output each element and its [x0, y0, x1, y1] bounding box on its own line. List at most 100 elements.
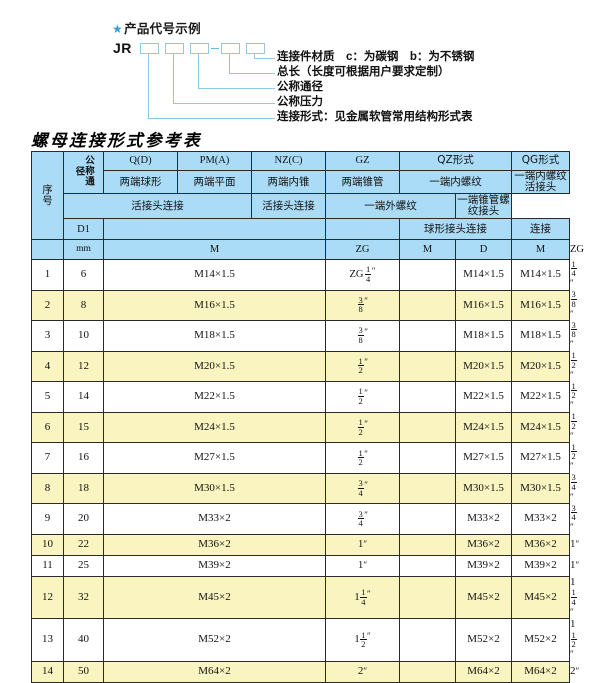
- cell-qg-m: M30×1.5: [511, 472, 570, 505]
- cell-dn: 10: [63, 320, 104, 352]
- cell-qz-m: [399, 381, 456, 413]
- cell-m: M64×2: [103, 660, 326, 683]
- header-row4-gz: [325, 218, 400, 241]
- cell-dn: 16: [63, 442, 104, 474]
- header-unit-qz-d: D: [455, 239, 512, 261]
- cell-m: M18×1.5: [103, 320, 326, 352]
- cell-qz-m: [399, 503, 456, 535]
- cell-qz-m: [399, 472, 456, 505]
- header-d1: D1: [63, 218, 104, 241]
- star-icon: ★: [112, 22, 124, 36]
- product-code-diagram: ★产品代号示例 JR 连接件材质 c：为碳钢 b：为不锈钢 总长（长度可根据用户…: [0, 0, 600, 132]
- cell-m: M33×2: [103, 503, 326, 535]
- cell-m: M52×2: [103, 618, 326, 662]
- cell-dn: 50: [63, 660, 104, 683]
- cell-qz-m: [399, 289, 456, 322]
- cell-qz-d: M22×1.5: [455, 381, 512, 413]
- table-row: 2 8 M16×1.5 3 8 ″ M16×1.5 M16×1.5 3 8 ″: [31, 289, 577, 322]
- leader-label-4: 公称压力: [277, 96, 323, 108]
- cell-m: M30×1.5: [103, 472, 326, 505]
- leader-label-3: 公称通径: [277, 81, 323, 93]
- cell-seq: 1: [31, 259, 64, 291]
- header-row-units: mm M ZG M D M ZG: [31, 239, 584, 261]
- header-seq: 序号: [31, 150, 64, 241]
- leader-label-5: 连接形式：见金属软管常用结构形式表: [277, 111, 473, 123]
- cell-qz-d: M16×1.5: [455, 289, 512, 322]
- cell-dn: 8: [63, 289, 104, 322]
- cell-qz-d: M64×2: [455, 660, 512, 683]
- cell-seq: 3: [31, 320, 64, 352]
- table-row: 7 16 M27×1.5 1 2 ″ M27×1.5 M27×1.5 1 2 ″: [31, 442, 577, 474]
- header-row-three: 活接头连接 活接头连接 一端外螺纹 一端锥管螺纹接头: [32, 193, 570, 220]
- cell-qg-m: M14×1.5: [511, 259, 570, 291]
- leader-line-4-vertical: [173, 54, 175, 104]
- header-desc-qg: 一端内螺纹活接头: [511, 169, 570, 195]
- cell-qz-d: M27×1.5: [455, 442, 512, 474]
- spec-table-container: 序号 公称通径 Q(D) PM(A) NZ(C) GZ QZ形式 QG形式 两端…: [31, 150, 584, 683]
- cell-gz-zg: 1 2 ″: [325, 442, 400, 474]
- header-row-four: D1 球形接头连接 连接: [32, 218, 570, 241]
- table-row: 5 14 M22×1.5 1 2 ″ M22×1.5 M22×1.5 1 2 ″: [31, 381, 577, 413]
- cell-gz-zg: 1 1 2 ″: [325, 618, 400, 662]
- leader-line-1-vertical: [254, 54, 256, 59]
- header-dn: 公称通径: [63, 150, 104, 195]
- cell-gz-zg: 1 1 4 ″: [325, 575, 400, 620]
- header-seq-line1: 序: [42, 183, 53, 196]
- cell-gz-zg: 3 8 ″: [325, 289, 400, 322]
- cell-qg-m: M33×2: [511, 503, 570, 535]
- leader-line-5-horizontal: [148, 118, 275, 120]
- header-dn-label: 公称通径: [73, 155, 95, 187]
- cell-qg-m: M22×1.5: [511, 381, 570, 413]
- table-row: 11 25 M39×2 1″ M39×2 M39×2 1″: [31, 554, 579, 577]
- header-row3-qz: 一端外螺纹: [325, 193, 456, 220]
- table-row: 9 20 M33×2 3 4 ″ M33×2 M33×2 3 4 ″: [31, 503, 577, 535]
- header-row4-qg: 连接: [511, 218, 570, 241]
- leader-line-3-horizontal: [198, 88, 275, 90]
- cell-dn: 40: [63, 618, 104, 662]
- header-row3-qpmnz: 活接头连接: [63, 193, 252, 220]
- cell-seq: 6: [31, 411, 64, 444]
- header-unit-gz: ZG: [325, 239, 400, 261]
- code-diagram-title: ★产品代号示例: [112, 18, 201, 37]
- table-row: 3 10 M18×1.5 3 8 ″ M18×1.5 M18×1.5 3 8 ″: [31, 320, 577, 352]
- cell-gz-zg: 3 8 ″: [325, 320, 400, 352]
- cell-qg-m: M64×2: [511, 660, 570, 683]
- table-row: 1 6 M14×1.5 ZG 1 4 ″ M14×1.5 M14×1.5 1 4 ″: [31, 259, 577, 291]
- cell-qg-m: M20×1.5: [511, 350, 570, 383]
- cell-qz-m: [399, 533, 456, 556]
- cell-qg-m: M39×2: [511, 554, 570, 577]
- header-row3-gz: 活接头连接: [251, 193, 326, 220]
- cell-seq: 8: [31, 472, 64, 505]
- cell-qg-m: M18×1.5: [511, 320, 570, 352]
- table-row: 14 50 M64×2 2″ M64×2 M64×2 2″: [31, 660, 579, 683]
- leader-line-1-horizontal: [254, 58, 275, 60]
- header-group-qz: QZ形式: [399, 151, 512, 171]
- cell-dn: 32: [63, 575, 104, 620]
- header-unit-qz-m: M: [399, 239, 456, 261]
- cell-seq: 5: [31, 381, 64, 413]
- cell-qz-m: [399, 575, 456, 620]
- header-row3-qg: 一端锥管螺纹接头: [455, 193, 512, 220]
- header-group-pma: PM(A): [177, 151, 252, 171]
- header-group-gz: GZ: [325, 151, 400, 171]
- cell-seq: 14: [31, 660, 64, 683]
- cell-qg-m: M27×1.5: [511, 442, 570, 474]
- table-row: 12 32 M45×2 1 1 4 ″ M45×2 M45×2 1 1 4 ″: [31, 575, 577, 620]
- table-row: 4 12 M20×1.5 1 2 ″ M20×1.5 M20×1.5 1 2 ″: [31, 350, 577, 383]
- cell-m: M36×2: [103, 533, 326, 556]
- header-desc-pma: 两端平面: [177, 169, 252, 195]
- cell-qz-d: M20×1.5: [455, 350, 512, 383]
- cell-qz-d: M30×1.5: [455, 472, 512, 505]
- cell-qz-d: M14×1.5: [455, 259, 512, 291]
- cell-m: M27×1.5: [103, 442, 326, 474]
- header-row4-qz: 球形接头连接: [399, 218, 512, 241]
- cell-m: M24×1.5: [103, 411, 326, 444]
- cell-gz-zg: 1 2 ″: [325, 350, 400, 383]
- cell-gz-zg: 1″: [325, 533, 400, 556]
- cell-gz-zg: 2″: [325, 660, 400, 683]
- cell-dn: 14: [63, 381, 104, 413]
- cell-qg-m: M16×1.5: [511, 289, 570, 322]
- cell-dn: 25: [63, 554, 104, 577]
- code-diagram-title-text: 产品代号示例: [124, 22, 201, 36]
- cell-dn: 22: [63, 533, 104, 556]
